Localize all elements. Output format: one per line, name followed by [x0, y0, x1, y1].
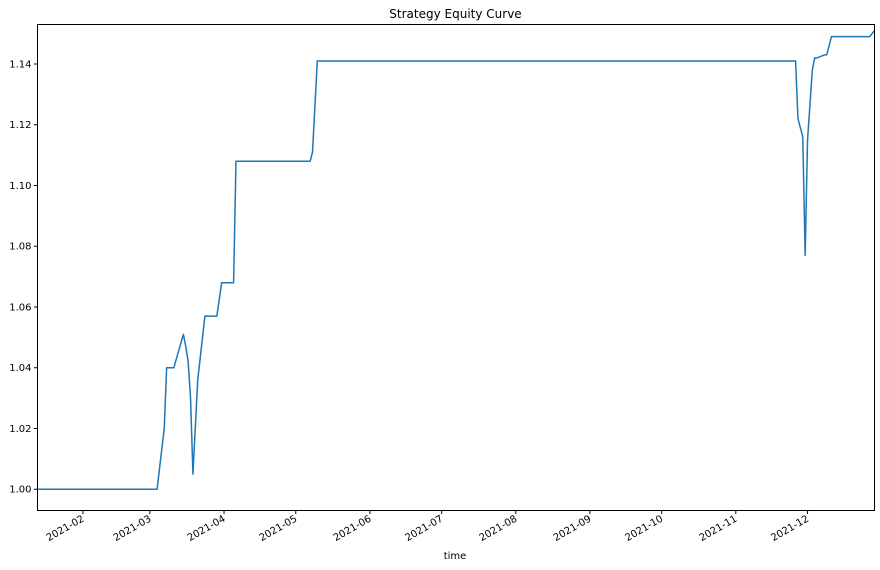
y-tick-label: 1.12: [9, 120, 31, 131]
y-tick-label: 1.10: [9, 181, 31, 192]
x-tick-label: 2021-02: [45, 514, 87, 544]
x-axis-label: time: [444, 551, 467, 562]
y-axis: 1.00 1.02 1.04 1.06 1.08 1.10 1.12 1.14: [9, 59, 38, 496]
series-line: [37, 30, 876, 490]
y-tick-label: 1.08: [9, 242, 31, 253]
y-tick-label: 1.02: [9, 424, 31, 435]
y-tick-label: 1.14: [9, 59, 31, 70]
x-axis: 2021-02 2021-03 2021-04 2021-05 2021-06 2021-…: [45, 510, 811, 544]
x-tick-label: 2021-03: [112, 514, 154, 544]
x-tick-label: 2021-07: [403, 514, 445, 544]
y-tick-label: 1.00: [9, 485, 31, 496]
x-tick-label: 2021-10: [623, 514, 665, 544]
x-tick-label: 2021-12: [769, 514, 811, 544]
chart-title: Strategy Equity Curve: [389, 7, 521, 21]
plot-area: [37, 30, 876, 490]
x-tick-label: 2021-09: [552, 514, 594, 544]
x-tick-label: 2021-06: [332, 514, 374, 544]
y-tick-label: 1.04: [9, 363, 31, 374]
x-tick-label: 2021-05: [258, 514, 300, 544]
x-tick-label: 2021-11: [698, 514, 740, 544]
y-tick-label: 1.06: [9, 302, 31, 313]
x-tick-label: 2021-04: [186, 514, 228, 544]
plot-frame: [37, 24, 875, 511]
x-tick-label: 2021-08: [478, 514, 520, 544]
